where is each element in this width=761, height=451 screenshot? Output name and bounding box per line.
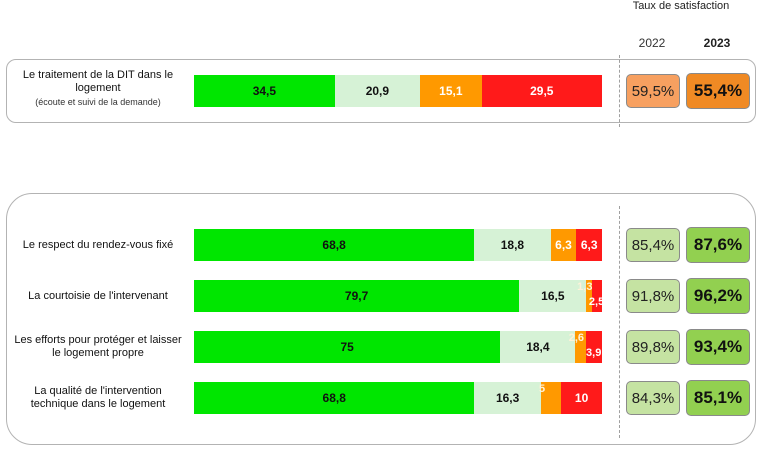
satisfaction-2022-box: 59,5% <box>626 74 680 108</box>
bar-value-label: 2,5 <box>588 296 605 308</box>
bar-value-label: 16,5 <box>541 289 565 303</box>
row-label-text: La qualité de l'intervention technique d… <box>30 385 166 410</box>
bar-segment: 68,8 <box>194 229 475 261</box>
bar-value-label: 15,1 <box>439 84 463 98</box>
divider-dashed-bottom <box>619 206 620 438</box>
bar-segment: 68,8 <box>194 382 475 414</box>
stacked-bar: 75 18,4 2,6 3,9 <box>194 331 602 363</box>
bar-value-label: 2,6 <box>568 332 585 344</box>
row-sublabel: (écoute et suivi de la demande) <box>35 97 161 107</box>
bar-segment <box>540 382 562 414</box>
row-label: La qualité de l'intervention technique d… <box>10 385 186 411</box>
year-2022-header: 2022 <box>638 36 666 50</box>
bar-segment: 79,7 <box>194 280 520 312</box>
satisfaction-2023-box: 96,2% <box>686 278 750 314</box>
stacked-bar: 79,7 16,5 1,3 2,5 <box>194 280 605 312</box>
bar-segment: 29,5 <box>481 75 602 107</box>
bar-segment: 10 <box>561 382 602 414</box>
row-label: Le traitement de la DIT dans le logement… <box>10 69 186 109</box>
row-label: La courtoisie de l'intervenant <box>10 290 186 303</box>
satisfaction-2022-box: 91,8% <box>626 279 680 313</box>
divider-dashed-top <box>619 55 620 127</box>
bar-value-label: 16,3 <box>495 391 520 405</box>
satisfaction-2023-box: 87,6% <box>686 227 750 263</box>
bar-segment: 18,8 <box>474 229 551 261</box>
bar-value-label: 68,8 <box>322 391 346 405</box>
bar-value-label: 6,3 <box>555 238 572 252</box>
bar-segment: 15,1 <box>420 75 482 107</box>
row-label: Les efforts pour protéger et laisser le … <box>10 334 186 360</box>
satisfaction-2022-box: 85,4% <box>626 228 680 262</box>
bar-value-label: 18,8 <box>500 238 525 252</box>
bar-value-label: 29,5 <box>530 84 554 98</box>
bar-segment <box>586 331 602 363</box>
bar-segment: 6,3 <box>550 229 577 261</box>
bar-value-label: 34,5 <box>252 84 277 98</box>
bar-value-label: 18,4 <box>526 340 550 354</box>
satisfaction-2023-box: 85,1% <box>686 380 750 416</box>
satisfaction-2023-box: 55,4% <box>686 73 750 109</box>
bar-value-label: 20,9 <box>365 84 390 98</box>
year-2023-header: 2023 <box>703 36 731 50</box>
satisfaction-2023-box: 93,4% <box>686 329 750 365</box>
bar-value-label: 68,8 <box>322 238 346 252</box>
row-label-text: Les efforts pour protéger et laisser le … <box>14 334 182 359</box>
row-label: Le respect du rendez-vous fixé <box>10 239 186 252</box>
bar-value-label: 5 <box>539 383 546 395</box>
bar-segment: 16,3 <box>474 382 541 414</box>
bar-segment <box>591 280 602 312</box>
bar-value-label: 10 <box>574 391 589 405</box>
row-label-text: Le traitement de la DIT dans le logement <box>22 69 174 94</box>
row-label-text: La courtoisie de l'intervenant <box>28 289 168 302</box>
satisfaction-2022-box: 84,3% <box>626 381 680 415</box>
bar-segment <box>575 331 587 363</box>
bar-segment: 18,4 <box>500 331 576 363</box>
bar-segment: 6,3 <box>576 229 602 261</box>
bar-segment: 16,5 <box>519 280 587 312</box>
row-label-text: Le respect du rendez-vous fixé <box>22 238 174 251</box>
bar-value-label: 79,7 <box>344 289 369 303</box>
satisfaction-2022-box: 89,8% <box>626 330 680 364</box>
stacked-bar: 68,8 18,8 6,3 6,3 <box>194 229 602 261</box>
bar-value-label: 75 <box>340 340 354 354</box>
bar-value-label: 6,3 <box>580 238 598 252</box>
satisfaction-header-title: Taux de satisfaction <box>632 0 730 12</box>
stacked-bar: 68,8 16,3 5 10 <box>194 382 602 414</box>
bar-value-label: 1,3 <box>577 281 593 293</box>
bar-segment: 75 <box>194 331 501 363</box>
bar-segment: 20,9 <box>334 75 421 107</box>
bar-value-label: 3,9 <box>586 347 602 359</box>
stacked-bar: 34,5 20,9 15,1 29,5 <box>194 75 602 107</box>
bar-segment <box>586 280 592 312</box>
bar-segment: 34,5 <box>194 75 335 107</box>
